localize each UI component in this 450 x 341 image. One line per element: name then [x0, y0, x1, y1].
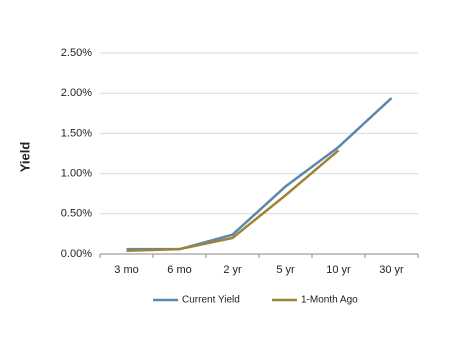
- x-tick-label: 3 mo: [114, 264, 138, 276]
- x-tick-label: 6 mo: [167, 264, 191, 276]
- y-tick-label: 1.50%: [61, 127, 92, 139]
- legend-label: Current Yield: [182, 295, 240, 306]
- y-axis-label: Yield: [17, 142, 32, 173]
- x-tick-label: 5 yr: [276, 264, 295, 276]
- y-tick-label: 0.00%: [61, 248, 92, 260]
- legend-label: 1-Month Ago: [301, 295, 358, 306]
- y-tick-label: 1.00%: [61, 168, 92, 180]
- x-tick-label: 30 yr: [379, 264, 404, 276]
- series-line: [126, 149, 340, 253]
- y-tick-label: 0.50%: [61, 208, 92, 220]
- y-tick-label: 2.00%: [61, 87, 92, 99]
- x-tick-label: 2 yr: [223, 264, 242, 276]
- x-tick-label: 10 yr: [326, 264, 351, 276]
- y-tick-label: 2.50%: [61, 47, 92, 59]
